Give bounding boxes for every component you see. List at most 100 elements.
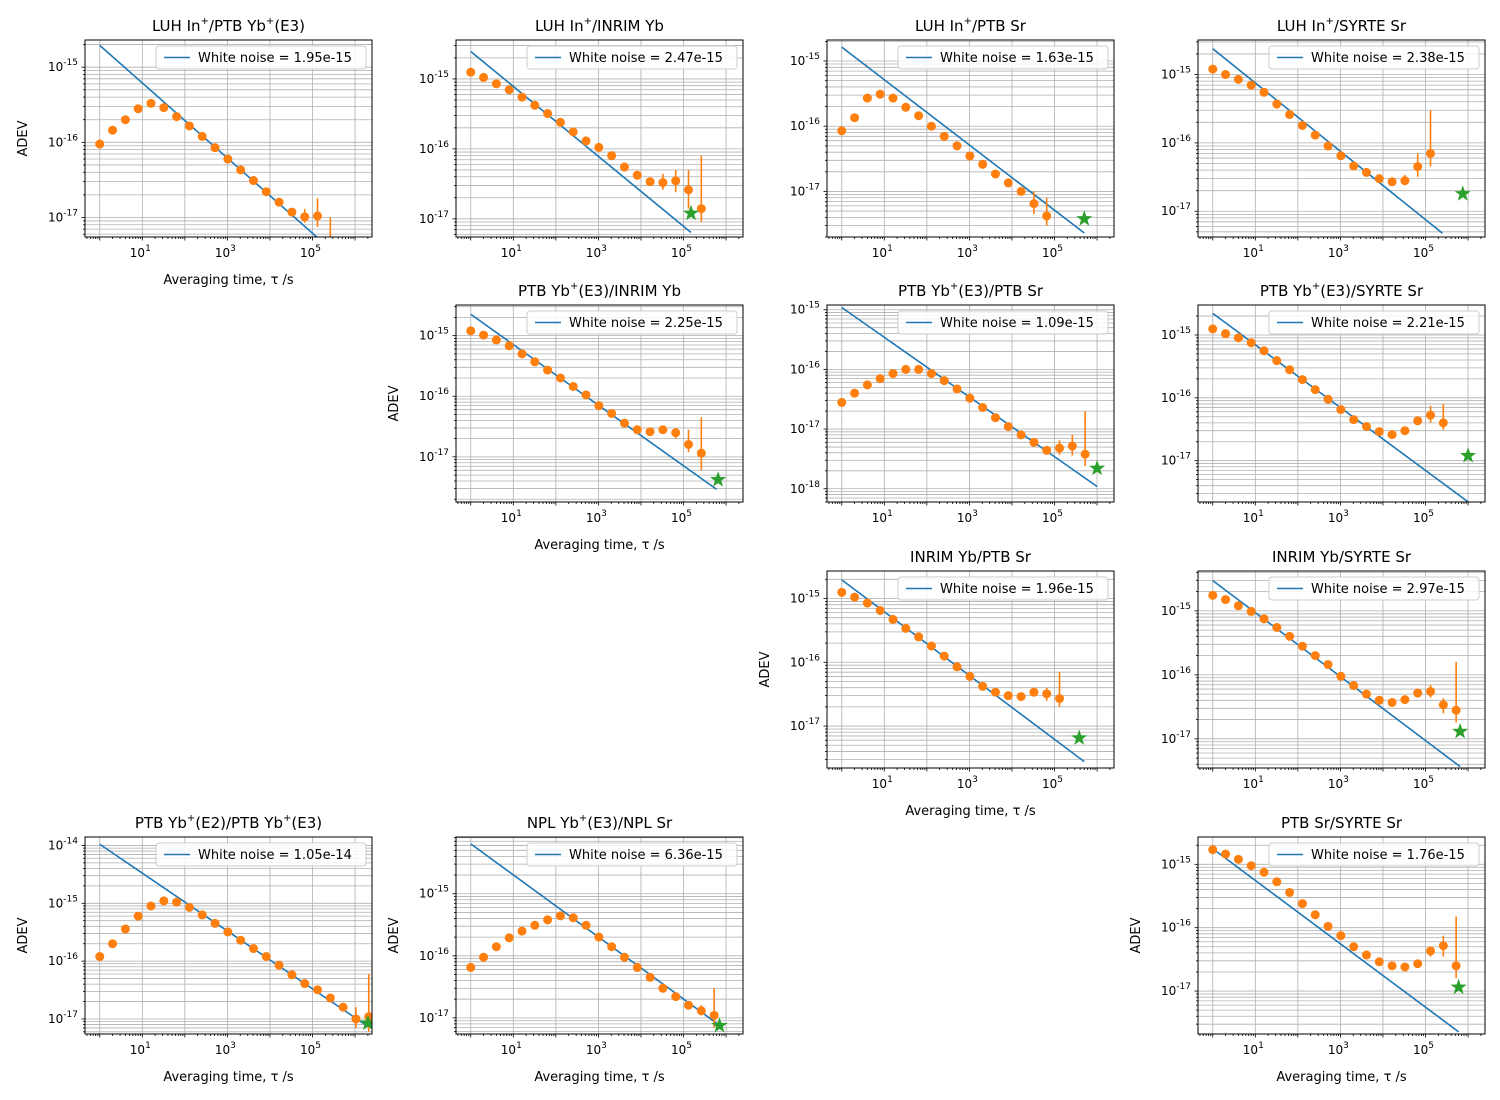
data-point <box>1016 186 1026 196</box>
data-point <box>888 93 898 103</box>
y-tick-label: 10-15 <box>419 70 449 86</box>
x-tick-base: 10 <box>1243 246 1258 260</box>
data-point <box>990 169 1000 179</box>
gridlines <box>827 571 1114 768</box>
y-tick-label: 10-17 <box>48 208 78 224</box>
x-tick-exponent: 1 <box>516 509 522 519</box>
data-point <box>684 1000 694 1010</box>
data-point <box>926 369 936 379</box>
data-point <box>619 952 629 962</box>
legend-label: White noise = 1.05e-14 <box>198 848 352 863</box>
data-point <box>236 165 246 175</box>
y-tick-base: 10 <box>790 184 805 198</box>
y-tick-exponent: -17 <box>805 420 820 430</box>
data-point <box>1208 590 1218 600</box>
data-point <box>530 920 540 930</box>
x-tick-exponent: 1 <box>145 244 151 254</box>
legend-box <box>526 842 738 867</box>
data-point <box>594 401 604 411</box>
x-tick-exponent: 3 <box>972 775 978 785</box>
data-point <box>120 924 130 934</box>
star-marker <box>1089 459 1106 476</box>
data-point <box>709 1010 719 1020</box>
plot-frame <box>84 39 373 238</box>
data-point <box>645 177 655 187</box>
x-tick-base: 10 <box>501 246 516 260</box>
subplot-title: PTB Yb+(E2)/PTB Yb+(E3) <box>135 813 322 832</box>
y-axis-label: ADEV <box>16 917 31 953</box>
y-tick-label: 10-16 <box>790 117 820 133</box>
y-tick-exponent: -17 <box>1176 982 1191 992</box>
y-tick-label: 10-15 <box>790 52 820 68</box>
data-layer <box>1208 312 1477 502</box>
white-noise-line <box>1212 848 1460 1033</box>
x-tick-exponent: 5 <box>315 244 321 254</box>
legend-label: White noise = 1.09e-15 <box>940 316 1094 331</box>
title-text: INRIM Yb/PTB Sr <box>910 548 1032 566</box>
y-tick-label: 10-17 <box>48 1010 78 1026</box>
y-tick-exponent: -16 <box>805 360 820 370</box>
x-tick-base: 10 <box>1328 511 1343 525</box>
y-tick-label: 10-17 <box>419 1009 449 1025</box>
data-point <box>607 151 617 161</box>
data-point <box>120 115 130 125</box>
y-tick-label: 10-17 <box>1161 730 1191 746</box>
data-point <box>1387 177 1397 187</box>
title-text: PTB Yb <box>518 282 570 300</box>
title-text: LUH In <box>152 17 201 35</box>
x-tick-exponent: 5 <box>1428 775 1434 785</box>
title-text: LUH In <box>915 17 964 35</box>
data-point <box>1221 70 1231 80</box>
gridlines <box>1198 571 1485 768</box>
data-point <box>1361 167 1371 177</box>
x-tick-exponent: 1 <box>516 1041 522 1051</box>
star-marker <box>1076 210 1093 226</box>
data-point <box>146 98 156 108</box>
data-point <box>1451 961 1461 971</box>
y-tick-exponent: -16 <box>1176 919 1191 929</box>
y-tick-exponent: -15 <box>1176 602 1191 612</box>
data-point <box>1067 441 1077 451</box>
title-text: PTB Yb <box>898 282 950 300</box>
legend: White noise = 2.21e-15 <box>1268 310 1480 335</box>
data-point <box>210 918 220 928</box>
x-tick-exponent: 3 <box>230 1041 236 1051</box>
y-tick-base: 10 <box>1161 136 1176 150</box>
legend-box <box>155 45 367 70</box>
x-tick-exponent: 1 <box>145 1041 151 1051</box>
data-point <box>568 913 578 923</box>
y-tick-exponent: -16 <box>434 140 449 150</box>
x-tick-base: 10 <box>1413 511 1428 525</box>
y-tick-exponent: -17 <box>63 208 78 218</box>
x-tick-label: 103 <box>957 509 978 525</box>
data-point <box>1042 689 1052 699</box>
y-tick-label: 10-16 <box>790 653 820 669</box>
x-tick-base: 10 <box>1243 1043 1258 1057</box>
y-tick-exponent: -15 <box>1176 855 1191 865</box>
x-tick-base: 10 <box>671 511 686 525</box>
data-point <box>95 139 105 149</box>
data-point <box>875 89 885 99</box>
title-text: /SYRTE Sr <box>1334 17 1407 35</box>
y-axis-label: ADEV <box>387 917 402 953</box>
data-point <box>1259 87 1269 97</box>
legend: White noise = 1.05e-14 <box>155 842 367 867</box>
data-point <box>1016 692 1026 702</box>
y-tick-exponent: -17 <box>434 1009 449 1019</box>
title-text: /PTB Sr <box>972 17 1027 35</box>
title-text: LUH In <box>1277 17 1326 35</box>
data-point <box>1208 845 1218 855</box>
plot-frame <box>826 39 1115 238</box>
legend: White noise = 1.95e-15 <box>155 45 367 70</box>
legend-box <box>1268 576 1480 601</box>
legend-box <box>526 310 738 335</box>
y-tick-base: 10 <box>48 838 63 852</box>
data-point <box>1361 689 1371 699</box>
x-tick-label: 103 <box>1328 775 1349 791</box>
x-tick-label: 103 <box>957 244 978 260</box>
subplot-title: LUH In+/INRIM Yb <box>535 16 664 35</box>
